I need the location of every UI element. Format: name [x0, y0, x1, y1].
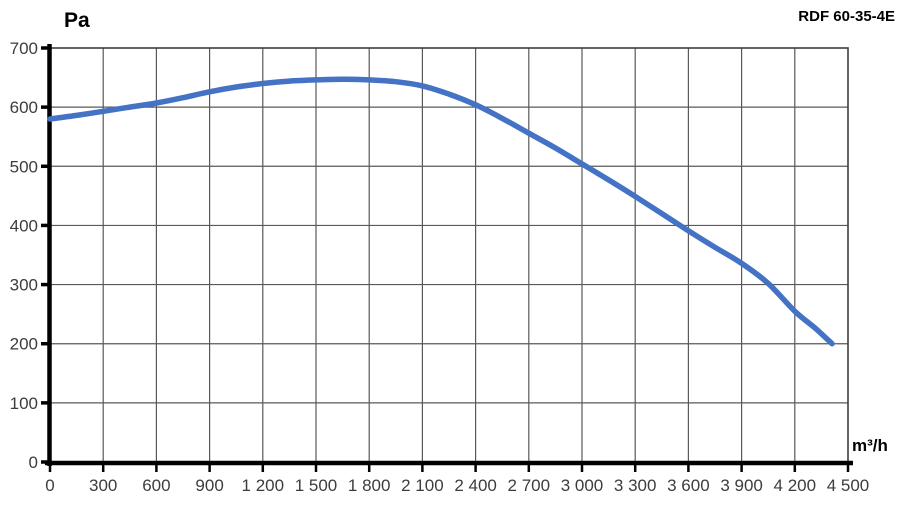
x-tick-label: 0: [45, 476, 54, 495]
y-tick-label: 400: [10, 216, 38, 235]
x-tick-label: 4 500: [827, 476, 870, 495]
performance-curve: [47, 76, 835, 347]
y-tick-label: 0: [29, 453, 38, 472]
chart-title: RDF 60-35-4E: [798, 8, 895, 25]
x-tick-label: 3 000: [561, 476, 604, 495]
x-tick-label: 1 800: [348, 476, 391, 495]
x-tick-label: 3 300: [614, 476, 657, 495]
x-tick-label: 2 100: [401, 476, 444, 495]
x-tick-label: 2 700: [508, 476, 551, 495]
x-tick-label: 2 400: [454, 476, 497, 495]
y-tick-label: 300: [10, 276, 38, 295]
x-tick-label: 4 200: [774, 476, 817, 495]
x-tick-label: 900: [195, 476, 223, 495]
x-tick-label: 600: [142, 476, 170, 495]
x-tick-label: 3 600: [667, 476, 710, 495]
x-tick-label: 300: [89, 476, 117, 495]
y-tick-label: 100: [10, 394, 38, 413]
x-axis-unit-label: m³/h: [852, 436, 888, 455]
y-tick-label: 500: [10, 157, 38, 176]
x-tick-label: 3 900: [720, 476, 763, 495]
y-tick-label: 700: [10, 39, 38, 58]
x-tick-label: 1 500: [295, 476, 338, 495]
y-axis-unit-label: Pa: [64, 9, 90, 32]
x-tick-label: 1 200: [242, 476, 285, 495]
y-tick-label: 600: [10, 98, 38, 117]
y-tick-label: 200: [10, 335, 38, 354]
